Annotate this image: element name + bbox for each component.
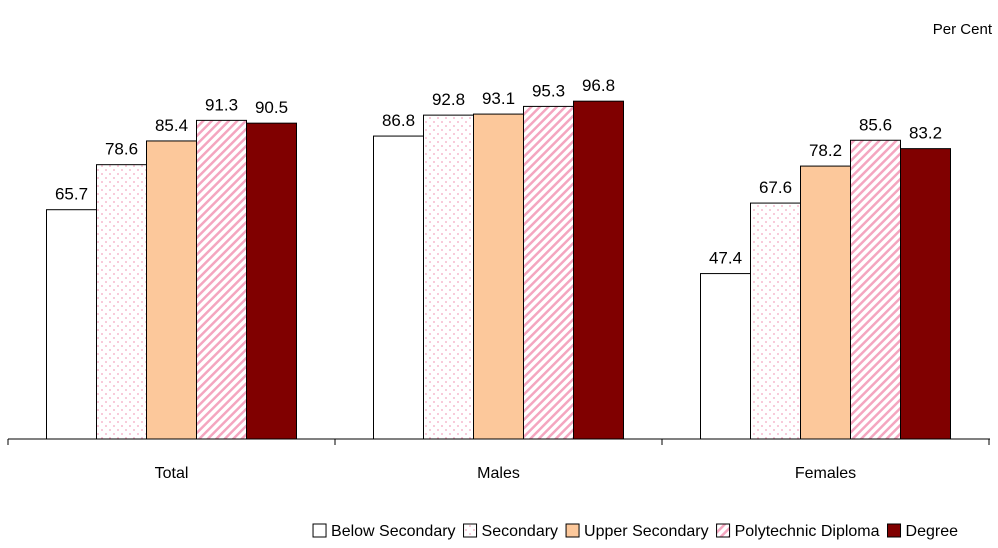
data-label: 83.2 [909,124,942,143]
data-label: 85.6 [859,115,892,134]
legend-swatch [887,523,902,538]
legend: Below Secondary Secondary Upper Secondary P… [312,523,959,540]
bar-total-polytechnic-diploma [196,119,247,440]
data-label: 65.7 [55,185,88,204]
legend-swatch [565,523,580,538]
bar-females-degree [900,148,951,440]
bar-total-secondary [96,164,147,440]
legend-swatch [463,523,478,538]
data-label: 91.3 [205,95,238,114]
data-labels-group: 65.7 78.6 85.4 91.3 90.5 86.8 92.8 93.1 95.3 96.8… [55,76,942,267]
data-label: 67.6 [759,178,792,197]
bar-total-degree [246,122,297,440]
data-label: 96.8 [582,76,615,95]
legend-label: Upper Secondary [584,523,709,540]
bar-males-below-secondary [373,135,424,440]
legend-swatch [312,523,327,538]
data-label: 90.5 [255,98,288,117]
legend-label: Secondary [482,523,559,540]
x-axis: Total Males Females [7,438,990,482]
bar-females-secondary [750,202,801,440]
data-label: 95.3 [532,81,565,100]
bar-females-below-secondary [700,273,751,440]
data-label: 92.8 [432,90,465,109]
data-label: 78.2 [809,141,842,160]
legend-label: Polytechnic Diploma [735,523,880,540]
bar-males-degree [573,100,624,440]
x-tick-label-females: Females [795,465,856,482]
bar-total-upper-secondary [146,140,197,440]
x-tick-label-males: Males [477,465,520,482]
bar-total-below-secondary [46,209,97,440]
data-label: 93.1 [482,89,515,108]
data-label: 85.4 [155,116,188,135]
legend-label: Below Secondary [331,523,456,540]
legend-label: Degree [906,523,959,540]
bar-females-polytechnic-diploma [850,139,901,440]
x-tick-label-total: Total [155,465,189,482]
data-label: 78.6 [105,140,138,159]
bar-males-secondary [423,114,474,440]
bar-females-upper-secondary [800,165,851,440]
bar-males-polytechnic-diploma [523,105,574,440]
bars-group [46,100,951,440]
legend-swatch [716,523,731,538]
bar-males-upper-secondary [473,113,524,440]
unit-label: Per Cent [933,21,993,38]
data-label: 47.4 [709,249,742,268]
data-label: 86.8 [382,111,415,130]
